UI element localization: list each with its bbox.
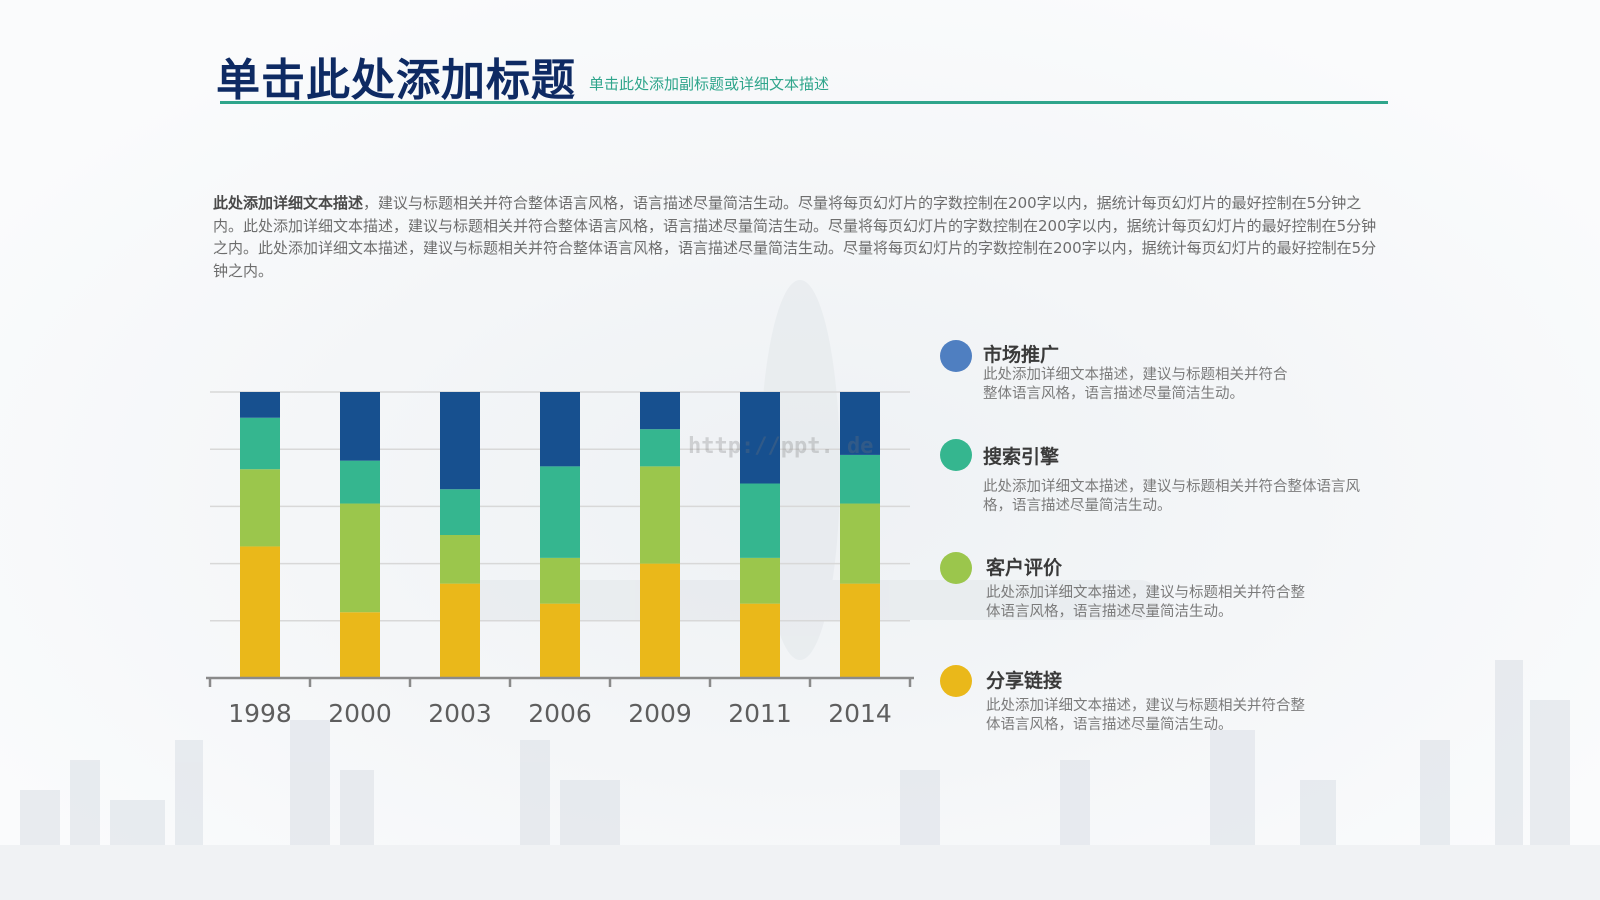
x-tick-label: 1998 xyxy=(228,699,292,728)
bar-segment xyxy=(840,503,880,584)
bar-segment xyxy=(240,392,280,418)
page-subtitle[interactable]: 单击此处添加副标题或详细文本描述 xyxy=(589,75,830,93)
bar-segment xyxy=(540,557,580,604)
page-title[interactable]: 单击此处添加标题 xyxy=(216,55,576,106)
bar-segment xyxy=(640,392,680,430)
bar-segment xyxy=(840,583,880,678)
bar-segment xyxy=(540,466,580,558)
chart-tick-labels: 1998 2000 2003 2006 2009 2011 2014 xyxy=(228,699,892,728)
legend-title-search: 搜索引擎 xyxy=(983,446,1060,468)
legend-dot-search xyxy=(940,439,972,471)
bar-segment xyxy=(240,469,280,547)
bar-segment xyxy=(340,460,380,504)
bar-segment xyxy=(340,612,380,678)
bar-segment xyxy=(340,392,380,461)
x-tick-label: 2003 xyxy=(428,699,492,728)
bar-segment xyxy=(640,466,680,564)
x-tick-label: 2000 xyxy=(328,699,392,728)
legend-dot-review xyxy=(940,552,972,584)
x-tick-label: 2009 xyxy=(628,699,692,728)
bar-segment xyxy=(240,417,280,470)
legend-desc-review: 此处添加详细文本描述，建议与标题相关并符合整体语言风格，语言描述尽量简洁生动。 xyxy=(986,585,1305,620)
legend-dot-market xyxy=(940,340,972,372)
legend-desc-market: 此处添加详细文本描述，建议与标题相关并符合整体语言风格，语言描述尽量简洁生动。 xyxy=(983,367,1288,402)
description-paragraph[interactable]: 此处添加详细文本描述，建议与标题相关并符合整体语言风格，语言描述尽量简洁生动。尽… xyxy=(213,192,1387,282)
bar-segment xyxy=(740,603,780,678)
bar-segment xyxy=(740,557,780,604)
x-tick-label: 2006 xyxy=(528,699,592,728)
legend-dot-share xyxy=(940,665,972,697)
x-tick-label: 2011 xyxy=(728,699,792,728)
bar-segment xyxy=(640,563,680,678)
chart-bars xyxy=(240,392,880,678)
bar-segment xyxy=(440,583,480,678)
legend-title-market: 市场推广 xyxy=(983,344,1060,366)
bar-segment xyxy=(440,392,480,490)
legend-desc-share: 此处添加详细文本描述，建议与标题相关并符合整体语言风格，语言描述尽量简洁生动。 xyxy=(986,698,1305,733)
bar-segment xyxy=(840,392,880,455)
bar-segment xyxy=(440,489,480,535)
bar-segment xyxy=(540,603,580,678)
legend-title-share: 分享链接 xyxy=(986,670,1063,692)
bar-segment xyxy=(740,392,780,484)
bar-segment xyxy=(840,454,880,504)
chart-x-axis xyxy=(206,676,914,687)
x-tick-label: 2014 xyxy=(828,699,892,728)
bar-segment xyxy=(240,546,280,678)
stacked-bar-chart: 1998 2000 2003 2006 2009 2011 2014 xyxy=(206,391,914,728)
description-body: ，建议与标题相关并符合整体语言风格，语言描述尽量简洁生动。尽量将每页幻灯片的字数… xyxy=(213,194,1377,280)
title-underline xyxy=(220,101,1388,104)
legend-title-review: 客户评价 xyxy=(986,557,1063,579)
bar-segment xyxy=(340,503,380,613)
bar-segment xyxy=(440,535,480,584)
legend-desc-search: 此处添加详细文本描述，建议与标题相关并符合整体语言风格，语言描述尽量简洁生动。 xyxy=(983,479,1360,514)
watermark: http://ppt. de xyxy=(688,434,874,459)
bar-segment xyxy=(540,392,580,467)
bar-segment xyxy=(640,429,680,467)
description-lead: 此处添加详细文本描述 xyxy=(213,194,364,212)
bar-segment xyxy=(740,483,780,558)
